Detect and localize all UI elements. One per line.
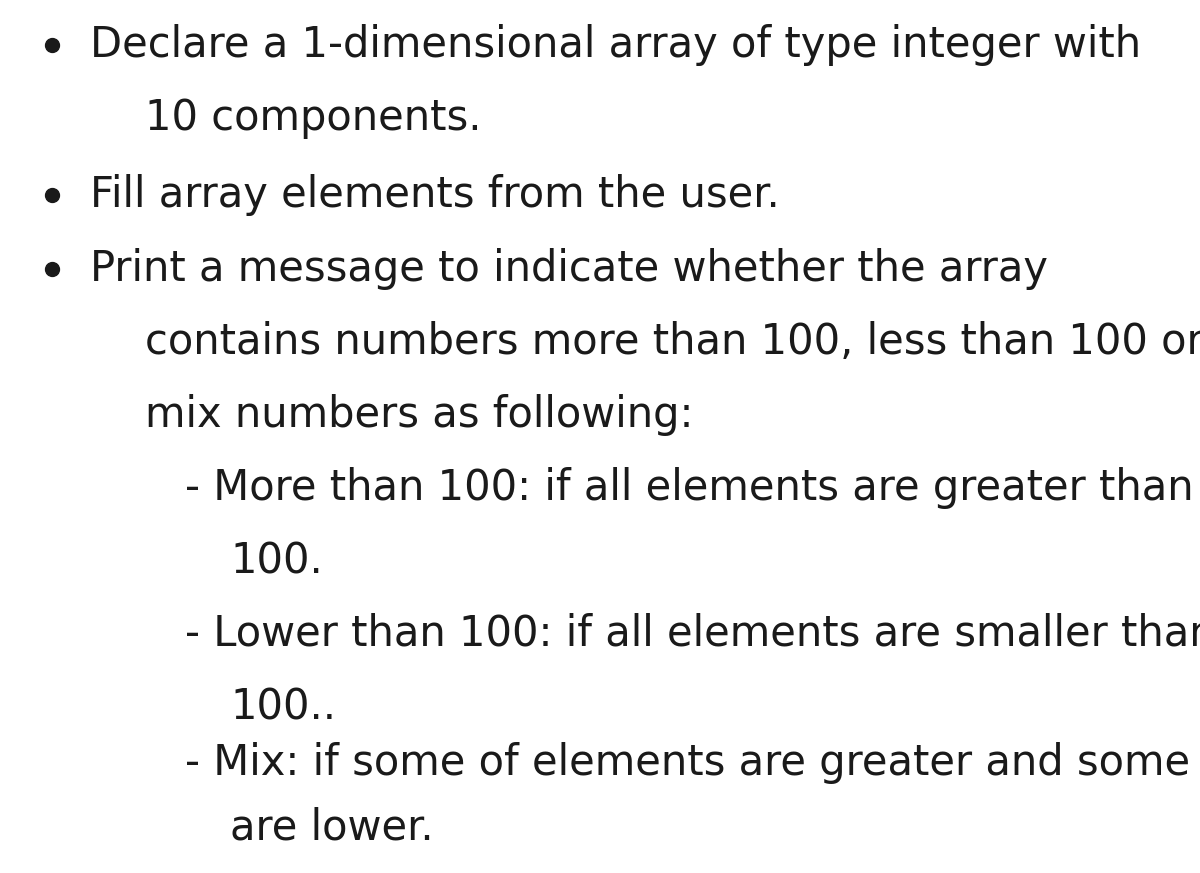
Text: are lower.: are lower.: [230, 807, 433, 849]
Text: 10 components.: 10 components.: [145, 97, 481, 139]
Text: 100..: 100..: [230, 686, 336, 728]
Text: Fill array elements from the user.: Fill array elements from the user.: [90, 174, 780, 216]
Text: - Lower than 100: if all elements are smaller than: - Lower than 100: if all elements are sm…: [185, 613, 1200, 655]
Text: mix numbers as following:: mix numbers as following:: [145, 394, 694, 436]
Text: Print a message to indicate whether the array: Print a message to indicate whether the …: [90, 248, 1048, 290]
Text: - Mix: if some of elements are greater and some: - Mix: if some of elements are greater a…: [185, 742, 1190, 784]
Text: - More than 100: if all elements are greater than: - More than 100: if all elements are gre…: [185, 467, 1194, 509]
Text: contains numbers more than 100, less than 100 or: contains numbers more than 100, less tha…: [145, 321, 1200, 363]
Text: Declare a 1-dimensional array of type integer with: Declare a 1-dimensional array of type in…: [90, 24, 1141, 66]
Text: 100.: 100.: [230, 540, 323, 582]
